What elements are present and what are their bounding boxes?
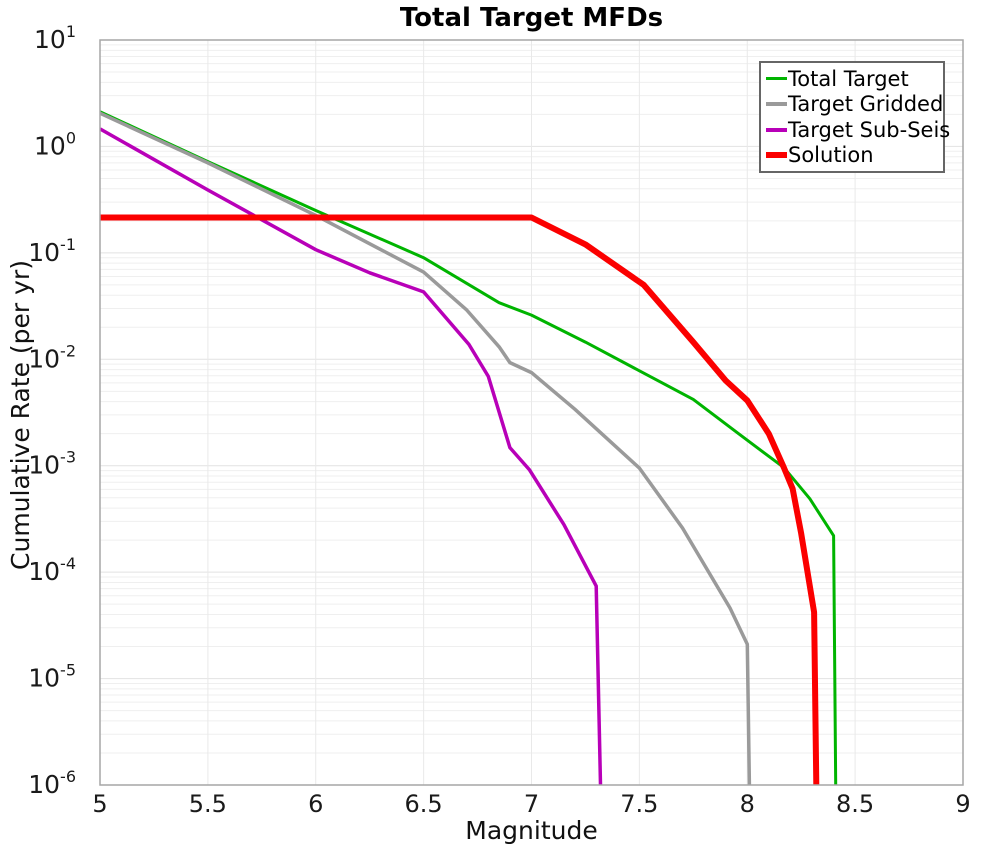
x-tick-label: 8.5 bbox=[836, 790, 874, 818]
x-tick-label: 6.5 bbox=[405, 790, 443, 818]
x-tick-label: 6 bbox=[308, 790, 323, 818]
chart-title: Total Target MFDs bbox=[399, 3, 664, 33]
legend-item-target-sub-seis: Target Sub-Seis bbox=[766, 118, 950, 142]
legend-item-total-target: Total Target bbox=[766, 67, 938, 91]
x-tick-label: 8 bbox=[740, 790, 755, 818]
x-tick-label: 7 bbox=[524, 790, 539, 818]
legend: Total Target Target Gridded Target Sub-Sei… bbox=[759, 61, 950, 173]
legend-label: Solution bbox=[788, 143, 874, 168]
legend-swatch bbox=[766, 77, 787, 81]
y-tick-label: 10-5 bbox=[28, 661, 76, 693]
y-tick-label: 100 bbox=[34, 128, 76, 160]
x-tick-label: 9 bbox=[955, 790, 970, 818]
plot-frame bbox=[99, 39, 964, 786]
legend-label: Total Target bbox=[788, 66, 909, 91]
x-tick-label: 5.5 bbox=[189, 790, 227, 818]
y-tick-label: 10-6 bbox=[28, 767, 76, 799]
series-line-solution bbox=[100, 214, 820, 786]
legend-swatch bbox=[766, 102, 787, 107]
series-line-target-gridded bbox=[100, 111, 752, 786]
series-line-total-target bbox=[100, 110, 838, 786]
x-tick-label: 5 bbox=[92, 790, 107, 818]
series-line-target-sub-seis bbox=[100, 127, 603, 786]
legend-label: Target Gridded bbox=[788, 92, 944, 117]
y-axis-label: Cumulative Rate (per yr) bbox=[6, 260, 35, 570]
x-tick-label: 7.5 bbox=[620, 790, 658, 818]
legend-swatch bbox=[766, 127, 787, 132]
legend-label: Target Sub-Seis bbox=[788, 117, 951, 142]
legend-item-solution: Solution bbox=[766, 143, 938, 167]
legend-swatch bbox=[766, 152, 787, 159]
x-axis-label: Magnitude bbox=[465, 816, 598, 845]
y-tick-label: 101 bbox=[34, 22, 76, 54]
legend-item-target-gridded: Target Gridded bbox=[766, 92, 943, 116]
